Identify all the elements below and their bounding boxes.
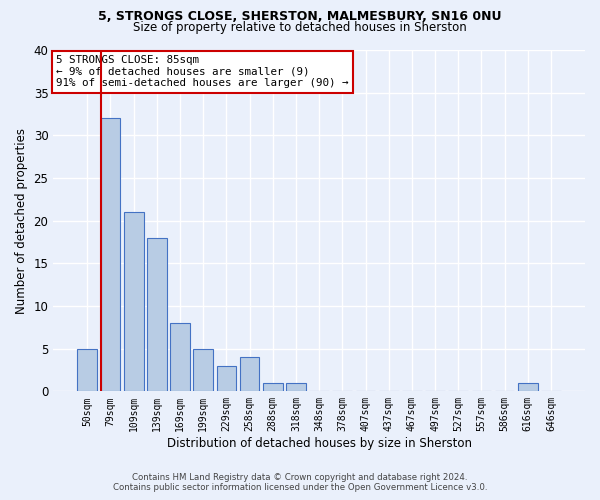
Bar [101, 118, 121, 392]
Bar [124, 212, 143, 392]
Bar [263, 383, 283, 392]
Y-axis label: Number of detached properties: Number of detached properties [15, 128, 28, 314]
Bar [193, 348, 213, 392]
Text: 5 STRONGS CLOSE: 85sqm
← 9% of detached houses are smaller (9)
91% of semi-detac: 5 STRONGS CLOSE: 85sqm ← 9% of detached … [56, 55, 349, 88]
Bar [77, 348, 97, 392]
X-axis label: Distribution of detached houses by size in Sherston: Distribution of detached houses by size … [167, 437, 472, 450]
Text: 5, STRONGS CLOSE, SHERSTON, MALMESBURY, SN16 0NU: 5, STRONGS CLOSE, SHERSTON, MALMESBURY, … [98, 10, 502, 23]
Bar [217, 366, 236, 392]
Bar [170, 323, 190, 392]
Text: Size of property relative to detached houses in Sherston: Size of property relative to detached ho… [133, 21, 467, 34]
Bar [286, 383, 306, 392]
Text: Contains HM Land Registry data © Crown copyright and database right 2024.
Contai: Contains HM Land Registry data © Crown c… [113, 473, 487, 492]
Bar [240, 357, 259, 392]
Bar [518, 383, 538, 392]
Bar [147, 238, 167, 392]
